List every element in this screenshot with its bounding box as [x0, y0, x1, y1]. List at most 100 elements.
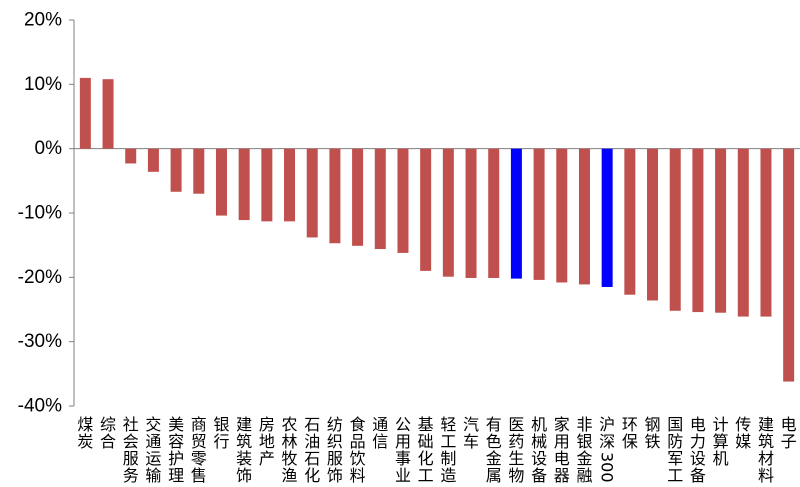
- x-category-label: 农林牧渔: [282, 415, 298, 485]
- bar-28: [692, 148, 704, 313]
- x-category-label-text: 食品饮料: [350, 415, 366, 485]
- bar-31: [760, 148, 772, 317]
- bar-7: [215, 148, 227, 216]
- bar-23: [578, 148, 590, 285]
- x-category-label: 交通运输: [145, 415, 161, 485]
- bar-13: [352, 148, 364, 246]
- bar-27: [669, 148, 681, 311]
- x-category-label: 通信: [372, 415, 388, 451]
- bar-1: [79, 77, 91, 149]
- bar-22: [556, 148, 568, 283]
- y-tick-label: 20%: [24, 10, 62, 31]
- x-category-label: 电子: [781, 415, 797, 451]
- bar-14: [374, 148, 386, 250]
- x-category-label-text: 有色金属: [486, 415, 502, 485]
- x-category-label: 传媒: [735, 415, 751, 451]
- y-tick-label: 10%: [24, 74, 62, 95]
- x-category-label-text: 家用电器: [554, 415, 570, 485]
- bar-26: [647, 148, 659, 301]
- x-category-label-text: 银行: [213, 415, 229, 451]
- axes: [69, 19, 800, 407]
- x-category-label: 钢铁: [645, 415, 661, 451]
- x-category-label-text: 煤炭: [77, 415, 93, 451]
- x-category-label: 煤炭: [77, 415, 93, 451]
- bar-32: [783, 148, 795, 382]
- x-category-label-text: 综合: [100, 415, 116, 451]
- x-category-label-text: 基础化工: [418, 415, 434, 485]
- x-category-label-text: 电力设备: [690, 415, 706, 485]
- bar-4: [147, 148, 159, 172]
- x-category-label: 国防军工: [667, 415, 683, 485]
- y-tick-label: -40%: [18, 396, 62, 417]
- x-category-label-text: 汽车: [463, 415, 479, 451]
- x-category-label-text: 医药生物: [508, 415, 524, 485]
- x-category-label: 美容护理: [168, 415, 184, 485]
- bar-25: [624, 148, 636, 295]
- x-category-label: 食品饮料: [350, 415, 366, 485]
- x-category-label: 汽车: [463, 415, 479, 451]
- x-category-label: 建筑装饰: [236, 415, 252, 485]
- x-category-label-digits: 300: [598, 452, 617, 483]
- bar-12: [329, 148, 341, 244]
- x-category-label-text: 钢铁: [645, 415, 661, 451]
- bar-15: [397, 148, 409, 253]
- x-category-label-text: 建筑材料: [758, 415, 774, 485]
- x-category-label: 医药生物: [508, 415, 524, 485]
- x-category-label: 公用事业: [395, 415, 411, 485]
- x-category-label: 综合: [100, 415, 116, 451]
- x-category-label-text: 国防军工: [667, 415, 683, 485]
- x-category-label-text: 轻工制造: [440, 415, 456, 485]
- x-category-label: 基础化工: [418, 415, 434, 485]
- x-category-label-text: 公用事业: [395, 415, 411, 485]
- x-category-label: 房地产: [259, 415, 275, 468]
- x-category-label: 建筑材料: [758, 415, 774, 485]
- bar-18: [465, 148, 477, 278]
- x-category-label: 银行: [213, 415, 229, 451]
- bar-2: [102, 79, 114, 149]
- x-category-label: 家用电器: [554, 415, 570, 485]
- x-category-label-text: 沪深: [599, 415, 615, 451]
- x-category-label: 社会服务: [123, 415, 139, 485]
- x-category-label-text: 机械设备: [531, 415, 547, 485]
- bar-8: [238, 148, 250, 221]
- x-category-label-text: 农林牧渔: [282, 415, 298, 485]
- x-category-label-text: 电子: [781, 415, 797, 451]
- x-category-label: 计算机: [713, 415, 729, 468]
- bar-29: [715, 148, 727, 313]
- x-category-label: 石油石化: [304, 415, 320, 485]
- x-category-label: 机械设备: [531, 415, 547, 485]
- x-category-label: 商贸零售: [191, 415, 207, 485]
- bar-9: [261, 148, 273, 222]
- bar-16: [420, 148, 432, 271]
- x-category-label: 有色金属: [486, 415, 502, 485]
- x-category-label-text: 通信: [372, 415, 388, 451]
- x-category-label-text: 建筑装饰: [236, 415, 252, 485]
- x-category-label-text: 环保: [622, 415, 638, 451]
- x-category-label-text: 非银金融: [576, 415, 592, 485]
- x-category-label-text: 商贸零售: [191, 415, 207, 485]
- bar-24: [601, 148, 613, 287]
- x-category-label-text: 社会服务: [123, 415, 139, 485]
- y-tick-label: -10%: [18, 203, 62, 224]
- y-tick-label: -20%: [18, 267, 62, 288]
- bar-20: [510, 148, 522, 279]
- x-category-label: 纺织服饰: [327, 415, 343, 485]
- bar-30: [737, 148, 749, 317]
- x-category-label: 轻工制造: [440, 415, 456, 485]
- x-category-label: 电力设备: [690, 415, 706, 485]
- x-category-label-text: 交通运输: [145, 415, 161, 485]
- bar-5: [170, 148, 182, 192]
- bars: [79, 77, 795, 382]
- y-tick-labels: 20% 10% 0% -10% -20% -30% -40%: [18, 10, 62, 417]
- bar-21: [533, 148, 545, 280]
- bar-6: [193, 148, 205, 194]
- x-category-label-text: 纺织服饰: [327, 415, 343, 485]
- x-category-label-text: 美容护理: [168, 415, 184, 485]
- x-category-label-text: 传媒: [735, 415, 751, 451]
- x-category-label: 非银金融: [576, 415, 592, 485]
- x-category-label-text: 房地产: [259, 415, 275, 468]
- x-category-label-text: 石油石化: [304, 415, 320, 485]
- bar-17: [442, 148, 454, 277]
- x-category-label-text: 计算机: [713, 415, 729, 468]
